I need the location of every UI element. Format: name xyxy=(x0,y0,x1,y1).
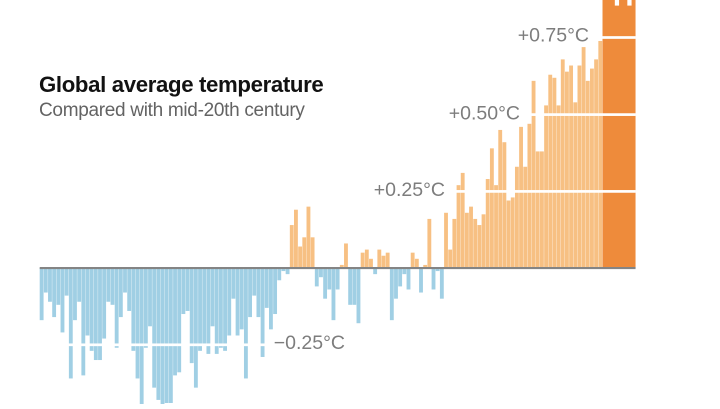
svg-text:+0.25°C: +0.25°C xyxy=(374,179,445,201)
svg-text:+0.50°C: +0.50°C xyxy=(449,103,520,125)
svg-text:Compared with mid-20th century: Compared with mid-20th century xyxy=(39,100,305,121)
svg-text:Global average temperature: Global average temperature xyxy=(39,72,323,97)
svg-text:+0.75°C: +0.75°C xyxy=(518,25,589,47)
svg-text:−0.25°C: −0.25°C xyxy=(274,332,345,354)
